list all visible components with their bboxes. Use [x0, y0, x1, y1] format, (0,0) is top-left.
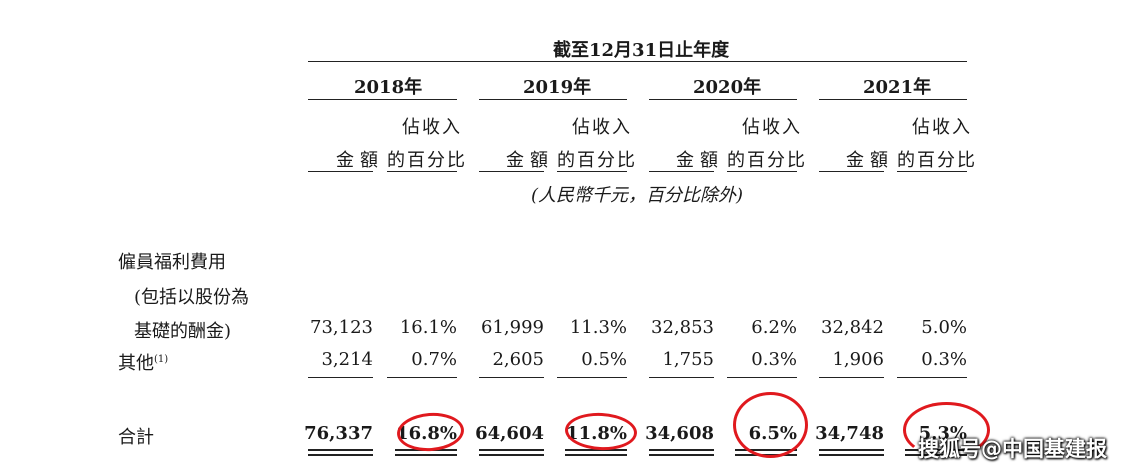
header-rule-top: [308, 61, 967, 62]
other-2021-amount: 1,906: [832, 349, 884, 370]
double-rule: [819, 449, 884, 456]
employee-2019-amount: 61,999: [481, 317, 544, 338]
other-2019-pct: 0.5%: [581, 349, 627, 370]
double-rule: [565, 449, 627, 456]
other-2018-pct: 0.7%: [411, 349, 457, 370]
amount-header-2019: 金額: [506, 150, 554, 171]
double-rule: [479, 449, 544, 456]
employee-2020-amount: 32,853: [651, 317, 714, 338]
highlight-circle-2019: [564, 411, 638, 452]
other-label-text: 其他: [118, 353, 154, 374]
col-rule: [557, 171, 627, 172]
double-rule: [395, 449, 457, 456]
total-2020-amount: 34,608: [645, 423, 714, 444]
pct-header-line1-2018: 佔收入: [402, 117, 462, 138]
pct-header-line1-2020: 佔收入: [742, 117, 802, 138]
subtotal-rule: [387, 377, 457, 378]
year-2021: 2021年: [863, 77, 932, 98]
amount-header-2021: 金額: [846, 150, 894, 171]
row-label-employee-line2: (包括以股份為: [134, 287, 250, 308]
highlight-circle-2020: [733, 392, 808, 458]
other-footnote: (1): [154, 354, 169, 365]
watermark: 搜狐号@中国基建报: [918, 437, 1107, 461]
row-label-other: 其他(1): [118, 349, 168, 375]
unit-note: (人民幣千元，百分比除外): [531, 185, 744, 206]
other-2021-pct: 0.3%: [921, 349, 967, 370]
col-rule: [649, 171, 714, 172]
row-label-employee-line1: 僱員福利費用: [118, 252, 226, 273]
amount-header-2020: 金額: [676, 150, 724, 171]
subtotal-rule: [649, 377, 714, 378]
employee-2018-amount: 73,123: [310, 317, 373, 338]
pct-header-line1-2019: 佔收入: [572, 117, 632, 138]
double-rule: [649, 449, 714, 456]
year-rule-2020: [649, 99, 797, 100]
pct-header-line1-2021: 佔收入: [912, 117, 972, 138]
col-rule: [819, 171, 884, 172]
period-title: 截至12月31日止年度: [553, 40, 730, 61]
employee-2021-pct: 5.0%: [921, 317, 967, 338]
year-rule-2019: [479, 99, 627, 100]
amount-header-2018: 金額: [336, 150, 384, 171]
highlight-circle-2018: [395, 410, 466, 454]
subtotal-rule: [479, 377, 544, 378]
row-label-total: 合計: [118, 427, 154, 448]
col-rule: [897, 171, 967, 172]
col-rule: [387, 171, 457, 172]
col-rule: [308, 171, 373, 172]
subtotal-rule: [819, 377, 884, 378]
total-2019-pct: 11.8%: [566, 423, 627, 444]
subtotal-rule: [897, 377, 967, 378]
pct-header-line2-2019: 的百分比: [557, 150, 637, 171]
year-2018: 2018年: [354, 77, 423, 98]
double-rule: [308, 449, 373, 456]
total-2021-amount: 34,748: [815, 423, 884, 444]
row-label-employee-line3: 基礎的酬金): [134, 321, 232, 342]
subtotal-rule: [727, 377, 797, 378]
other-2020-pct: 0.3%: [751, 349, 797, 370]
total-2018-pct: 16.8%: [396, 423, 457, 444]
employee-2018-pct: 16.1%: [399, 317, 457, 338]
employee-2020-pct: 6.2%: [751, 317, 797, 338]
pct-header-line2-2021: 的百分比: [897, 150, 977, 171]
other-2020-amount: 1,755: [662, 349, 714, 370]
col-rule: [479, 171, 544, 172]
other-2019-amount: 2,605: [492, 349, 544, 370]
col-rule: [727, 171, 797, 172]
year-rule-2018: [308, 99, 457, 100]
highlight-circle-2021: [903, 402, 990, 458]
employee-2019-pct: 11.3%: [569, 317, 627, 338]
year-rule-2021: [819, 99, 967, 100]
total-2018-amount: 76,337: [304, 423, 373, 444]
year-2020: 2020年: [693, 77, 762, 98]
year-2019: 2019年: [523, 77, 592, 98]
subtotal-rule: [308, 377, 373, 378]
subtotal-rule: [557, 377, 627, 378]
total-2019-amount: 64,604: [475, 423, 544, 444]
pct-header-line2-2018: 的百分比: [387, 150, 467, 171]
pct-header-line2-2020: 的百分比: [727, 150, 807, 171]
other-2018-amount: 3,214: [321, 349, 373, 370]
employee-2021-amount: 32,842: [821, 317, 884, 338]
